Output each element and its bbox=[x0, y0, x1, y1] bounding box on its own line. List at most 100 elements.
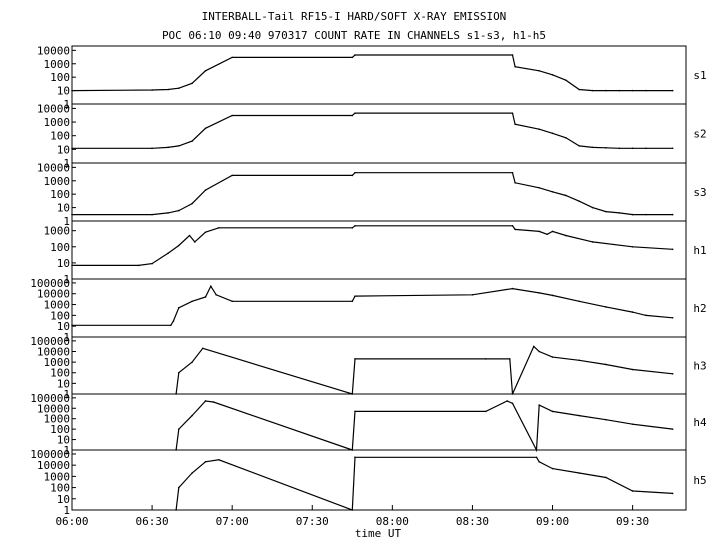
data-point-s3 bbox=[151, 213, 153, 216]
data-point-h2 bbox=[210, 285, 212, 287]
data-point-h1 bbox=[565, 234, 567, 237]
y-tick-label: 10 bbox=[57, 493, 70, 506]
data-point-s3 bbox=[167, 212, 169, 214]
data-point-h1 bbox=[218, 227, 220, 229]
y-tick-label: 1000 bbox=[44, 299, 71, 312]
data-point-s3 bbox=[511, 171, 514, 174]
channel-label-s2: s2 bbox=[693, 128, 706, 141]
data-point-s3 bbox=[671, 213, 674, 216]
data-point-h2 bbox=[605, 306, 607, 308]
data-point-s3 bbox=[538, 186, 540, 189]
data-point-s3 bbox=[351, 174, 354, 177]
y-tick-label: 100000 bbox=[30, 448, 70, 461]
data-point-h1 bbox=[671, 248, 674, 251]
data-point-h2 bbox=[191, 300, 193, 303]
data-point-h4 bbox=[631, 423, 634, 425]
data-point-h1 bbox=[194, 241, 196, 243]
y-tick-label: 1 bbox=[63, 157, 70, 170]
data-point-s2 bbox=[578, 145, 581, 147]
data-point-s2 bbox=[177, 145, 180, 147]
data-point-s1 bbox=[151, 89, 153, 91]
data-point-s2 bbox=[511, 112, 514, 114]
data-point-s2 bbox=[71, 147, 73, 150]
data-point-s1 bbox=[618, 89, 621, 92]
data-point-h4 bbox=[204, 400, 207, 402]
data-point-h4 bbox=[191, 414, 193, 417]
data-point-s2 bbox=[167, 146, 169, 149]
data-point-h5 bbox=[578, 472, 581, 474]
data-point-s1 bbox=[167, 88, 169, 91]
data-point-s2 bbox=[605, 146, 607, 149]
channel-label-h3: h3 bbox=[693, 360, 706, 373]
data-point-s3 bbox=[578, 200, 581, 202]
y-tick-label: 100 bbox=[50, 130, 70, 143]
data-point-s3 bbox=[204, 189, 207, 191]
y-tick-label: 100000 bbox=[30, 277, 70, 290]
data-point-s1 bbox=[351, 56, 354, 59]
y-tick-label: 100000 bbox=[30, 335, 70, 348]
data-point-s2 bbox=[231, 114, 233, 117]
data-point-s2 bbox=[631, 147, 634, 150]
y-tick-label: 10000 bbox=[37, 102, 70, 115]
y-tick-label: 10 bbox=[57, 257, 70, 270]
data-point-s3 bbox=[514, 182, 516, 184]
data-point-s1 bbox=[538, 69, 540, 72]
x-tick-label: 07:00 bbox=[216, 515, 249, 528]
panel-frame-s3 bbox=[71, 162, 687, 222]
data-point-h4 bbox=[551, 410, 554, 413]
data-point-h4 bbox=[484, 410, 487, 413]
data-point-s3 bbox=[551, 191, 554, 193]
data-point-s3 bbox=[631, 213, 634, 216]
data-point-h3 bbox=[191, 361, 193, 363]
y-tick-label: 1000 bbox=[44, 356, 71, 369]
series-line-h5 bbox=[175, 456, 673, 511]
channel-label-h1: h1 bbox=[693, 244, 706, 257]
data-point-h4 bbox=[511, 402, 514, 405]
y-tick-label: 100 bbox=[50, 482, 70, 495]
data-point-h3 bbox=[671, 372, 674, 375]
data-point-h2 bbox=[351, 300, 354, 303]
data-point-s1 bbox=[231, 56, 233, 59]
data-point-h1 bbox=[71, 264, 73, 267]
data-point-h1 bbox=[511, 225, 514, 227]
series-line-h2 bbox=[72, 284, 673, 326]
data-point-h1 bbox=[167, 252, 169, 254]
data-point-h1 bbox=[591, 241, 594, 243]
data-point-h1 bbox=[546, 233, 548, 236]
channel-label-h4: h4 bbox=[693, 416, 707, 429]
data-point-h5 bbox=[538, 461, 540, 463]
data-point-h5 bbox=[551, 467, 554, 470]
series-line-h1 bbox=[72, 225, 673, 266]
y-tick-label: 1000 bbox=[44, 58, 71, 71]
data-point-h2 bbox=[645, 314, 647, 317]
y-tick-label: 1000 bbox=[44, 175, 71, 188]
y-tick-label: 100 bbox=[50, 309, 70, 322]
data-point-s1 bbox=[565, 79, 567, 81]
y-tick-label: 10000 bbox=[37, 459, 70, 472]
data-point-h3 bbox=[631, 368, 634, 371]
data-point-h5 bbox=[351, 509, 354, 511]
data-point-s2 bbox=[204, 127, 207, 130]
data-point-h5 bbox=[535, 456, 538, 459]
data-point-s3 bbox=[565, 194, 567, 197]
data-point-h4 bbox=[506, 400, 508, 402]
data-point-s1 bbox=[645, 89, 647, 92]
data-point-h2 bbox=[231, 300, 233, 303]
y-tick-label: 10000 bbox=[37, 345, 70, 358]
data-point-s2 bbox=[351, 114, 354, 117]
y-tick-label: 10000 bbox=[37, 402, 70, 415]
data-point-h1 bbox=[188, 234, 191, 237]
data-point-h1 bbox=[354, 225, 356, 227]
data-point-s1 bbox=[191, 82, 193, 85]
y-tick-label: 1 bbox=[63, 331, 70, 344]
panel-frame-h5 bbox=[71, 449, 687, 511]
y-tick-label: 1000 bbox=[44, 116, 71, 129]
y-tick-label: 10000 bbox=[37, 161, 70, 174]
x-tick-label: 08:30 bbox=[456, 515, 489, 528]
data-point-h2 bbox=[172, 320, 175, 322]
data-point-h3 bbox=[484, 358, 487, 360]
data-point-s1 bbox=[551, 74, 554, 76]
data-point-h2 bbox=[215, 293, 217, 296]
series-line-s3 bbox=[72, 172, 673, 216]
